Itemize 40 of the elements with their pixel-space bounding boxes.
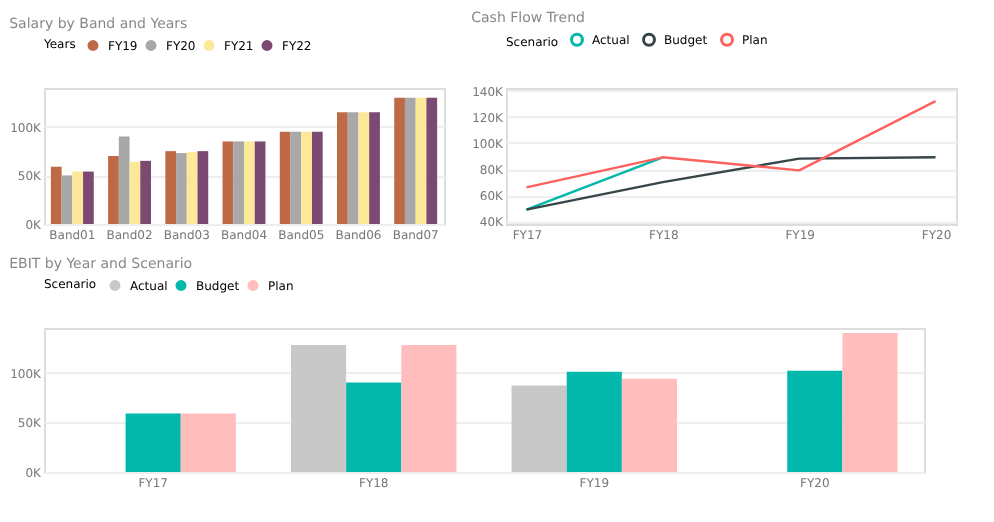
bar [369,112,380,224]
bar [787,370,843,472]
bar [621,378,677,472]
bar [233,141,244,224]
bar [336,112,348,224]
line-series [525,99,937,189]
bar [129,161,141,224]
bar [401,344,457,472]
bar [394,97,405,224]
bar [346,382,402,472]
bar [290,131,302,224]
bar [415,97,427,224]
bar [279,131,291,224]
bar [358,112,370,224]
bar [347,112,359,224]
bar [176,153,187,224]
bar [83,171,94,224]
bar [50,166,62,224]
bar [118,136,130,224]
bar [186,152,198,224]
bar [566,371,622,472]
line-series [525,156,937,211]
bar [72,171,84,224]
bar [291,344,347,472]
bar [197,151,209,224]
bar [108,156,119,224]
bar [404,97,416,224]
bar [222,141,234,224]
bar [254,141,266,224]
bar [125,413,181,472]
bar [180,413,236,472]
bar [61,175,73,224]
bar [244,141,255,224]
bar [842,332,898,472]
bar [140,160,152,224]
bar [311,131,323,224]
bar [165,151,177,224]
bar [301,131,312,224]
bar [511,385,567,472]
bar [426,97,438,224]
